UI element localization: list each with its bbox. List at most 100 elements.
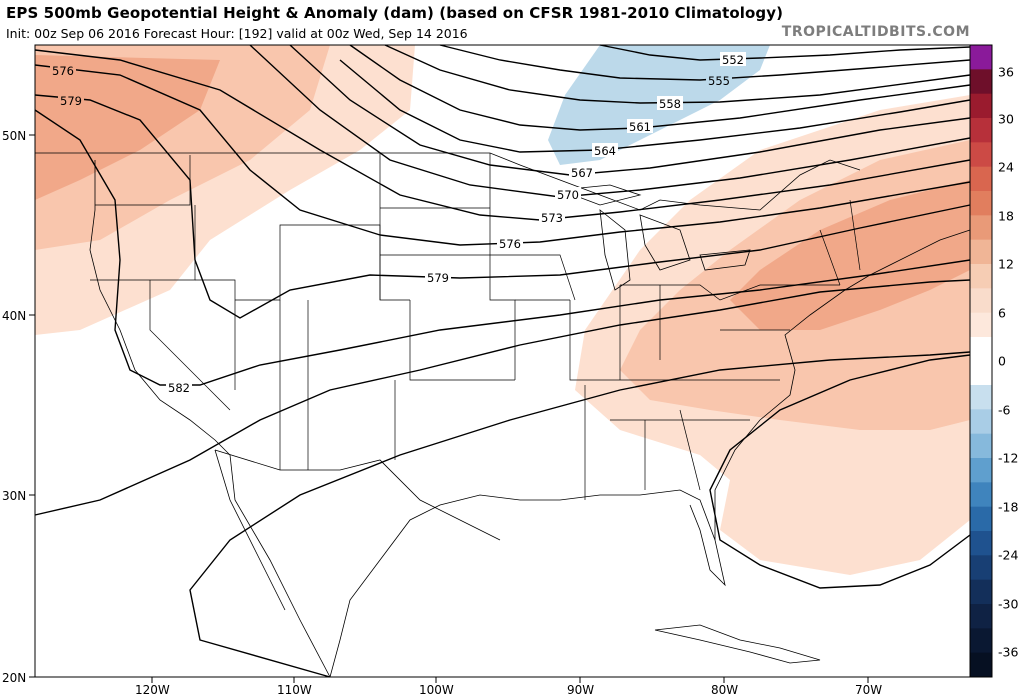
contour-552 <box>599 44 971 61</box>
contour-573 <box>34 49 971 221</box>
colorbar-segment-positive <box>970 118 992 143</box>
contour-label: 582 <box>166 380 192 395</box>
contour-label: 564 <box>592 143 618 158</box>
colorbar-label: 6 <box>998 305 1006 321</box>
contour-label: 579 <box>425 270 451 285</box>
contour-label-text: 582 <box>168 381 190 395</box>
lon-label-120w: 120W <box>135 683 170 696</box>
colorbar-segment-neutral <box>970 337 992 385</box>
contour-label-text: 561 <box>629 120 651 134</box>
colorbar-label: -24 <box>998 547 1019 563</box>
lon-label-100w: 100W <box>419 683 454 696</box>
contour-label: 561 <box>627 119 653 134</box>
atlantic-coastline <box>714 229 971 540</box>
contour-588-outer <box>189 351 971 678</box>
colorbar-segment-positive <box>970 93 992 119</box>
map-title: EPS 500mb Geopotential Height & Anomaly … <box>6 4 784 22</box>
colorbar-segment-positive <box>970 45 992 70</box>
contour-label: 579 <box>58 93 84 108</box>
contour-585 <box>34 279 971 516</box>
pacific-coastline <box>89 160 331 678</box>
lon-label-80w: 80W <box>711 683 738 696</box>
contour-576 <box>34 64 971 246</box>
latitude-axis <box>29 134 35 678</box>
contour-label: 573 <box>539 210 565 225</box>
longitude-axis <box>151 677 869 683</box>
colorbar-segment-negative <box>970 482 992 508</box>
contour-label-text: 579 <box>60 94 82 108</box>
contour-label: 555 <box>706 73 732 88</box>
contour-label-text: 576 <box>52 64 74 78</box>
colorbar-label: 36 <box>998 64 1014 80</box>
colorbar-segment-negative <box>970 531 992 556</box>
colorbar-segment-negative <box>970 579 992 605</box>
colorbar-label: 18 <box>998 208 1014 224</box>
contour-label-text: 552 <box>722 53 744 67</box>
lon-label-70w: 70W <box>855 683 882 696</box>
contour-label: 570 <box>555 187 581 202</box>
colorbar-label: -6 <box>998 402 1011 418</box>
colorbar-segment-negative <box>970 628 992 654</box>
contour-label-text: 555 <box>708 74 730 88</box>
lat-label-30n: 30N <box>2 489 26 503</box>
colorbar-segment-negative <box>970 385 992 410</box>
lat-label-40n: 40N <box>2 309 26 323</box>
anomaly-pos-northwest-inner <box>35 55 220 200</box>
colorbar-segment-positive <box>970 166 992 192</box>
contour-label-text: 573 <box>541 211 563 225</box>
map-subtitle: Init: 00z Sep 06 2016 Forecast Hour: [19… <box>6 26 468 41</box>
contour-label-text: 570 <box>557 188 579 202</box>
colorbar-segment-positive <box>970 69 992 95</box>
colorbar-label: 0 <box>998 353 1006 369</box>
colorbar <box>969 44 993 678</box>
contour-label: 567 <box>569 165 595 180</box>
contour-label: 552 <box>720 52 746 67</box>
contour-label: 558 <box>657 96 683 111</box>
contour-555 <box>439 44 971 81</box>
colorbar-label: 12 <box>998 256 1014 272</box>
contour-label-text: 579 <box>427 271 449 285</box>
contour-558 <box>384 44 971 104</box>
colorbar-segment-positive <box>970 264 992 289</box>
contour-label: 576 <box>50 63 76 78</box>
colorbar-label: 30 <box>998 111 1014 127</box>
gulf-coastline <box>329 489 726 678</box>
contour-label-text: 558 <box>659 97 681 111</box>
colorbar-segment-positive <box>970 215 992 241</box>
colorbar-segment-positive <box>970 312 992 338</box>
colorbar-segment-positive <box>970 288 992 314</box>
colorbar-segment-negative <box>970 555 992 581</box>
colorbar-label: 24 <box>998 159 1014 175</box>
colorbar-segment-negative <box>970 652 992 678</box>
colorbar-label: -36 <box>998 644 1019 660</box>
colorbar-label: -18 <box>998 499 1019 515</box>
contour-label-text: 576 <box>499 237 521 251</box>
us-canada-border <box>35 152 861 211</box>
contour-582 <box>34 109 971 386</box>
cuba <box>654 624 821 664</box>
colorbar-segment-positive <box>970 142 992 168</box>
colorbar-frame <box>969 44 993 678</box>
colorbar-label: -30 <box>998 596 1019 612</box>
colorbar-segment-positive <box>970 191 992 216</box>
state-borders <box>90 153 861 500</box>
contour-label: 576 <box>497 236 523 251</box>
lon-label-90w: 90W <box>567 683 594 696</box>
colorbar-segment-negative <box>970 409 992 435</box>
lat-label-50n: 50N <box>2 129 26 143</box>
colorbar-segment-negative <box>970 433 992 459</box>
colorbar-segment-negative <box>970 458 992 483</box>
colorbar-segment-negative <box>970 506 992 532</box>
lon-label-110w: 110W <box>277 683 312 696</box>
colorbar-label: -12 <box>998 450 1019 466</box>
contour-label-text: 567 <box>571 166 593 180</box>
height-contours <box>34 44 971 678</box>
contour-588-east <box>709 354 971 589</box>
contour-labels: 576 579 552 555 558 561 564 567 570 573 … <box>50 52 746 395</box>
brand-watermark: TROPICALTIDBITS.COM <box>781 24 970 40</box>
contour-561 <box>349 44 971 131</box>
contour-label-text: 564 <box>594 144 616 158</box>
contour-579 <box>34 94 971 319</box>
colorbar-segment-negative <box>970 604 992 629</box>
